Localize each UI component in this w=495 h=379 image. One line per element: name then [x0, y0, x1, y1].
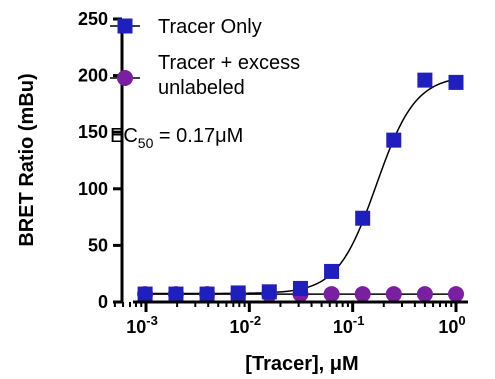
x-tick-label: 100 — [438, 313, 465, 337]
x-tick-base: 10 — [126, 317, 146, 337]
x-tick-exponent: -3 — [146, 313, 158, 328]
y-tick-label: 250 — [78, 9, 108, 29]
legend-marker-square — [117, 18, 133, 34]
ec50-prefix: EC — [110, 125, 138, 147]
y-tick-label: 100 — [78, 179, 108, 199]
x-tick-exponent: -1 — [353, 313, 365, 328]
data-point-tracer-only — [168, 286, 184, 302]
y-tick-label: 50 — [88, 235, 108, 255]
x-tick-base: 10 — [333, 317, 353, 337]
data-point-tracer-only — [137, 286, 153, 302]
ec50-value: = 0.17μM — [153, 125, 243, 147]
axes — [120, 19, 468, 304]
data-point-tracer-only — [448, 74, 464, 90]
data-point-tracer-only — [324, 263, 340, 279]
ec50-annotation: EC50 = 0.17μM — [110, 125, 243, 151]
data-point-tracer-excess — [354, 286, 371, 303]
x-tick-base: 10 — [438, 317, 458, 337]
x-tick-exponent: 0 — [458, 313, 465, 328]
legend-label: Tracer Only — [158, 16, 262, 38]
ec50-subscript: 50 — [138, 135, 154, 151]
data-point-tracer-only — [261, 284, 277, 300]
x-tick-label: 10-2 — [230, 313, 262, 337]
data-point-tracer-excess — [323, 286, 340, 303]
x-tick-base: 10 — [230, 317, 250, 337]
x-tick-label: 10-3 — [126, 313, 158, 337]
y-tick-label: 200 — [78, 66, 108, 86]
fit-curves — [145, 78, 457, 295]
data-point-tracer-excess — [385, 286, 402, 303]
data-point-tracer-only — [230, 285, 246, 301]
x-tick-label: 10-1 — [333, 313, 365, 337]
data-point-tracer-only — [292, 280, 308, 296]
fit-curve-tracer-only — [145, 78, 457, 295]
y-axis-title: BRET Ratio (mBu) — [16, 73, 38, 246]
legend-label: Tracer + excess — [158, 52, 300, 74]
legend-label: unlabeled — [158, 77, 245, 99]
y-tick-label: 0 — [98, 292, 108, 312]
data-point-tracer-excess — [416, 286, 433, 303]
x-axis-title: [Tracer], μM — [245, 353, 358, 375]
data-point-tracer-only — [417, 72, 433, 88]
data-point-tracer-only — [199, 286, 215, 302]
x-tick-exponent: -2 — [250, 313, 262, 328]
legend: Tracer Only Tracer + excess unlabeled — [110, 16, 300, 99]
data-point-tracer-excess — [448, 286, 464, 303]
data-point-tracer-only — [355, 210, 371, 226]
data-point-tracer-only — [386, 132, 402, 148]
y-tick-label: 150 — [78, 122, 108, 142]
legend-marker-circle — [117, 70, 133, 86]
data-markers — [137, 72, 464, 303]
